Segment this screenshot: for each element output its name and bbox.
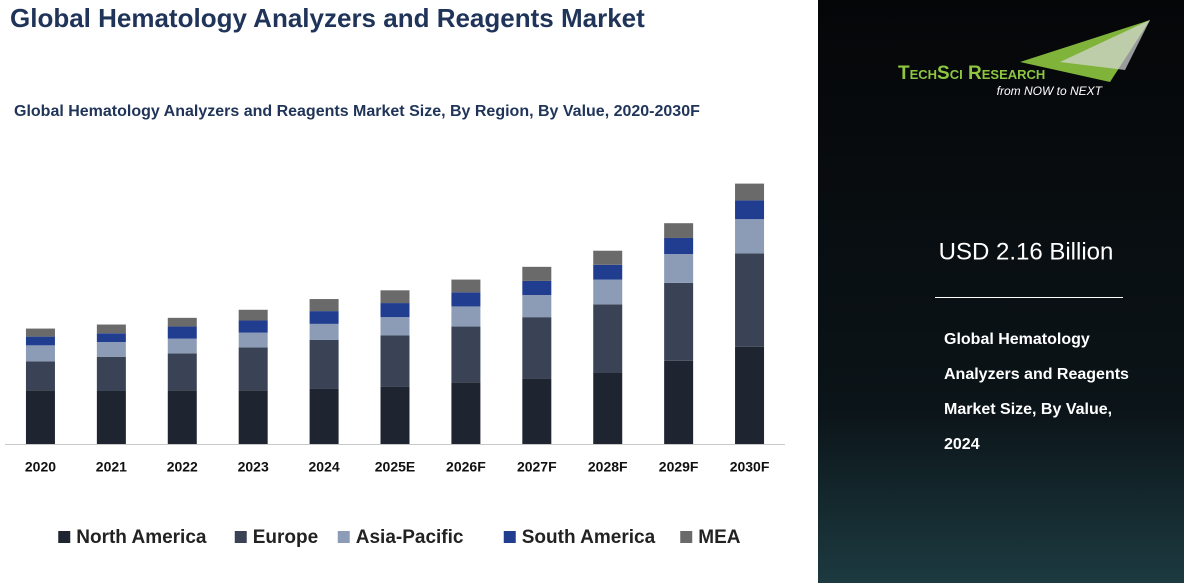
bar-segment	[25, 390, 55, 444]
bar-segment	[167, 390, 197, 444]
bar-segment	[309, 388, 339, 444]
x-tick-label: 2027F	[517, 459, 557, 475]
bar-segment	[380, 386, 410, 444]
bar-segment	[522, 317, 552, 379]
legend-swatch	[234, 531, 247, 543]
bar-segment	[593, 250, 623, 265]
bar-segment	[167, 338, 197, 354]
bar-segment	[664, 237, 694, 255]
x-tick-label: 2021	[96, 459, 127, 475]
x-tick-label: 2020	[25, 459, 56, 475]
headline: USD 2.16 Billion	[939, 238, 1114, 265]
bar-segment	[380, 290, 410, 304]
x-tick-label: 2028F	[588, 459, 628, 475]
x-tick-label: 2029F	[659, 459, 699, 475]
x-tick-label: 2026F	[446, 459, 486, 475]
bar-segment	[664, 360, 694, 444]
bar-segment	[238, 320, 268, 333]
bar-segment	[96, 324, 126, 334]
bar-segment	[380, 317, 410, 336]
bar-segment	[522, 266, 552, 281]
bar-segment	[735, 200, 765, 220]
bar-segment	[96, 341, 126, 357]
legend-swatch	[680, 531, 693, 543]
bar-segment	[309, 299, 339, 312]
x-tick-label: 2024	[309, 459, 340, 475]
bar-segment	[309, 323, 339, 340]
legend-swatch	[503, 531, 516, 543]
bar-segment	[735, 183, 765, 201]
x-tick-label: 2022	[167, 459, 198, 475]
bar-segment	[664, 282, 694, 361]
bar-segment	[451, 382, 481, 444]
legend-label: Asia-Pacific	[356, 527, 464, 548]
description-box: Global Hematology Analyzers and Reagents…	[944, 331, 1129, 453]
bar-segment	[96, 390, 126, 444]
bar-segment	[593, 279, 623, 305]
bar-segment	[522, 295, 552, 318]
legend-label: South America	[522, 527, 656, 548]
bar-segment	[380, 335, 410, 387]
bar-segment	[309, 311, 339, 324]
bar-segment	[735, 346, 765, 444]
legend-label: North America	[76, 527, 207, 548]
bar-segment	[451, 279, 481, 293]
legend-label: Europe	[253, 527, 318, 548]
bar-segment	[664, 254, 694, 283]
logo-tagline: from NOW to NEXT	[997, 84, 1104, 98]
bar-segment	[380, 303, 410, 318]
bar-segment	[593, 372, 623, 444]
bar-segment	[238, 390, 268, 444]
bar-segment	[167, 353, 197, 391]
bar-segment	[735, 253, 765, 347]
bar-segment	[25, 336, 55, 346]
bar-segment	[735, 219, 765, 254]
bar-segment	[309, 339, 339, 389]
x-tick-label: 2023	[238, 459, 269, 475]
bar-segment	[167, 326, 197, 339]
bar-segment	[238, 332, 268, 348]
title: Global Hematology Analyzers and Reagents…	[10, 3, 645, 33]
bar-segment	[522, 280, 552, 296]
legend-swatch	[337, 531, 350, 543]
bar-segment	[451, 326, 481, 383]
bar-segment	[593, 264, 623, 280]
x-tick-label: 2030F	[730, 459, 770, 475]
logo-shape	[1060, 20, 1150, 70]
bar-segment	[96, 333, 126, 342]
subtitle: Global Hematology Analyzers and Reagents…	[14, 103, 700, 120]
bar-segment	[522, 378, 552, 444]
bar-segment	[167, 317, 197, 327]
bar-segment	[96, 356, 126, 391]
x-tick-label: 2025E	[375, 459, 415, 475]
bar-segment	[238, 347, 268, 391]
legend-label: MEA	[698, 527, 741, 548]
bar-segment	[25, 361, 55, 391]
bar-segment	[25, 345, 55, 362]
logo-name: TechSci Research	[898, 63, 1045, 84]
description: Global Hematology Analyzers and Reagents…	[944, 331, 1129, 453]
bar-segment	[451, 306, 481, 327]
side-panel	[818, 0, 1184, 583]
bar-segment	[25, 328, 55, 337]
legend-swatch	[58, 531, 71, 543]
bar-segment	[238, 309, 268, 321]
bar-segment	[593, 304, 623, 373]
bar-segment	[451, 292, 481, 307]
bar-segment	[664, 223, 694, 238]
